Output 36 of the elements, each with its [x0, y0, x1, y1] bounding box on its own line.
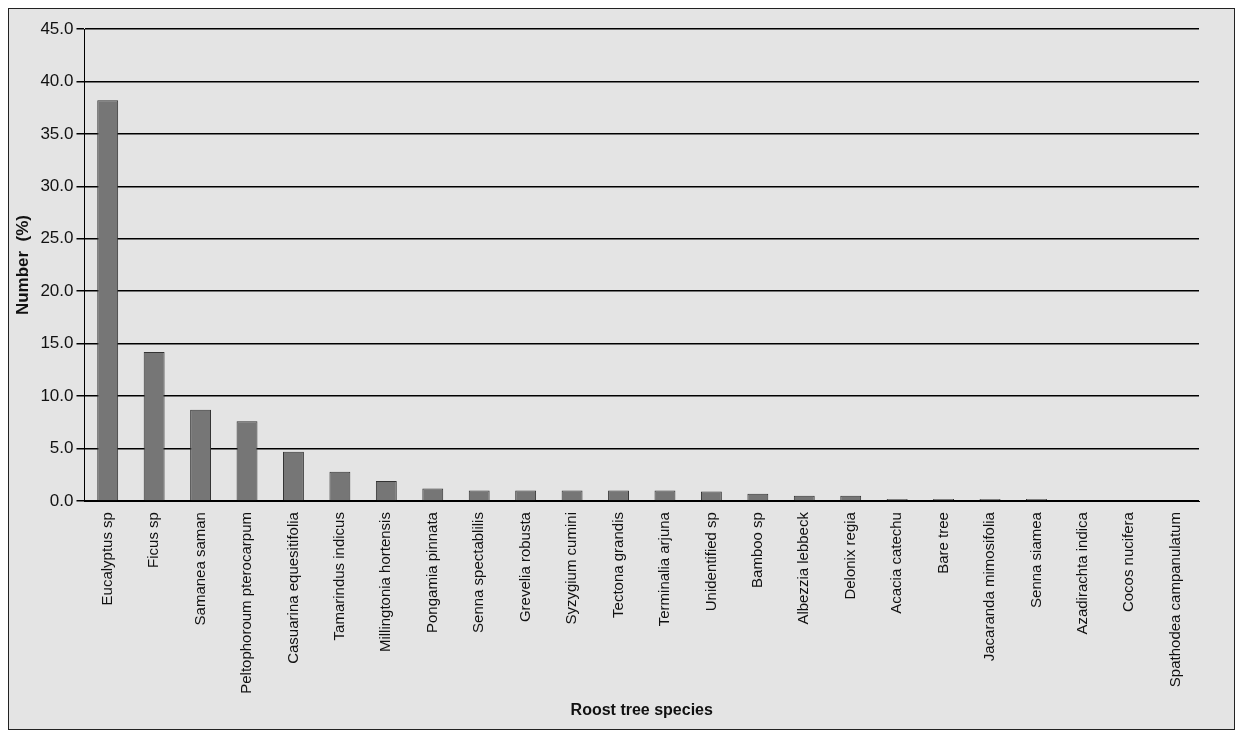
x-tick-label: Delonix regia: [840, 511, 858, 600]
x-tick-label: Spathodea campanulatum: [1165, 512, 1183, 688]
y-tick-label: 10.0: [40, 385, 74, 405]
y-tick-label: 0.0: [49, 490, 74, 510]
y-tick-label: 5.0: [49, 438, 74, 458]
y-tick-label: 30.0: [40, 176, 74, 196]
x-tick-label: Acacia catechu: [887, 512, 905, 614]
x-tick-label: Ficus sp: [144, 512, 162, 568]
x-axis-title: Roost tree species: [570, 700, 713, 718]
x-tick-label: Eucalyptus sp: [97, 512, 115, 606]
x-tick-label: Albezzia lebbeck: [794, 511, 812, 625]
x-tick-label: Unidentified sp: [701, 512, 719, 612]
x-tick-label: Peltophoroum pterocarpum: [237, 512, 255, 694]
x-tick-label: Tectona grandis: [608, 512, 626, 618]
x-tick-label: Bamboo sp: [747, 512, 765, 588]
x-tick-label: Jacaranda mimosifolia: [980, 511, 998, 662]
x-tick-label: Syzygium cumini: [562, 512, 580, 625]
y-tick-label: 40.0: [40, 71, 74, 91]
x-tick-label: Grevelia robusta: [515, 511, 533, 623]
x-tick-label: Casuarina equesitifolia: [283, 511, 301, 664]
y-tick-label: 35.0: [40, 123, 74, 143]
y-tick-label: 25.0: [40, 228, 74, 248]
x-tick-label: Tamarindus indicus: [330, 512, 348, 641]
x-tick-label: Azadirachta indica: [1073, 511, 1091, 635]
x-tick-label: Millingtonia hortensis: [376, 512, 394, 653]
y-axis-title: Number (%): [12, 214, 32, 316]
x-tick-label: Bare tree: [933, 512, 951, 574]
x-tick-label: Pongamia pinnata: [422, 511, 440, 633]
x-tick-label: Senna siamea: [1026, 511, 1044, 608]
x-tick-label: Terminalia arjuna: [655, 511, 673, 627]
x-tick-label: Cocos nucifera: [1119, 511, 1137, 613]
x-tick-label: Senna spectablilis: [469, 512, 487, 633]
y-tick-label: 20.0: [40, 280, 74, 300]
y-tick-label: 45.0: [40, 18, 74, 38]
y-tick-label: 15.0: [40, 333, 74, 353]
x-tick-label: Samanea saman: [190, 512, 208, 626]
